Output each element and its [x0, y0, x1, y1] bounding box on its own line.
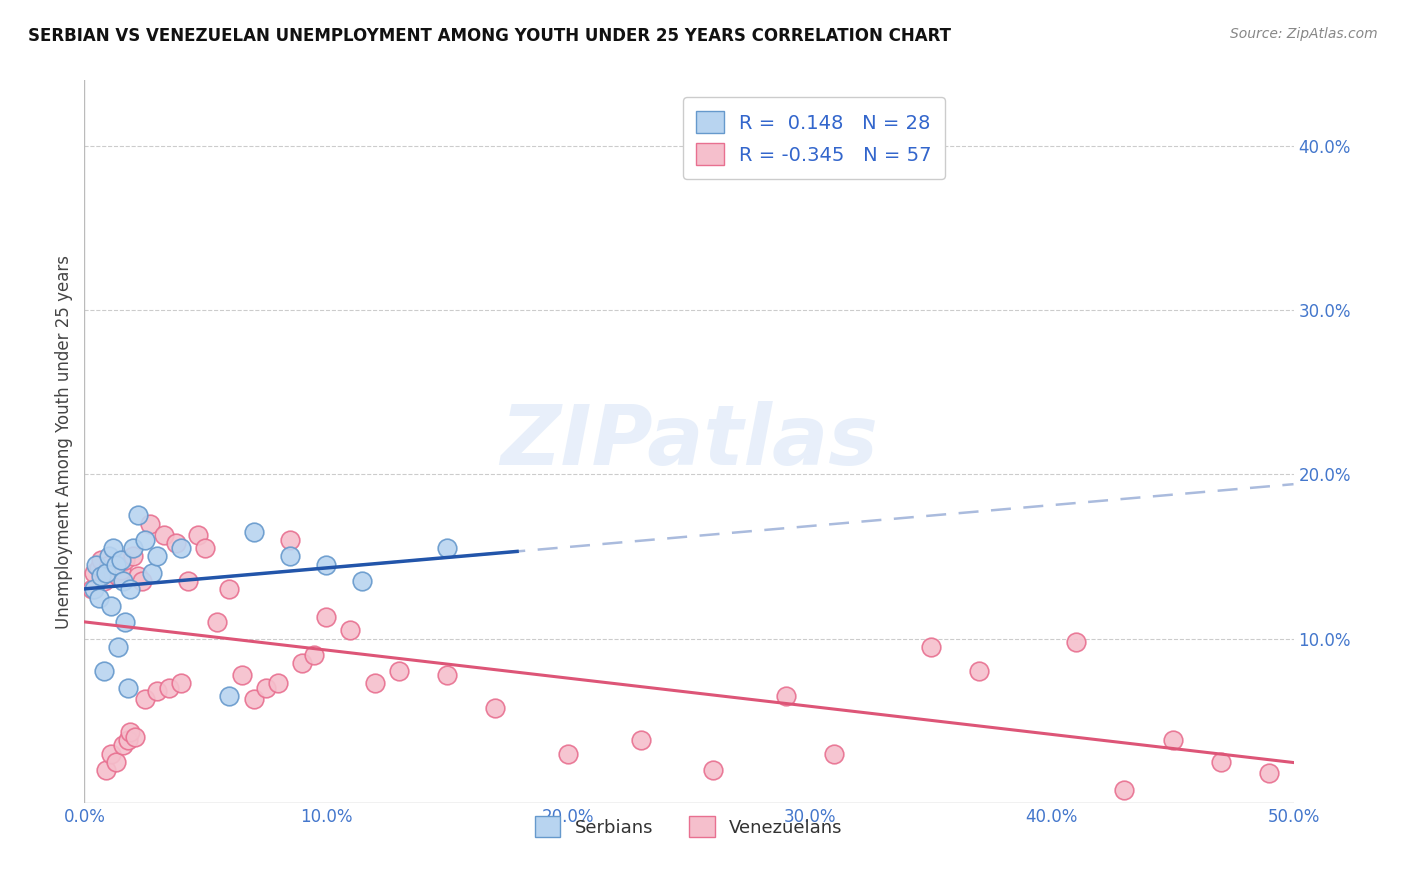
Point	[87, 561, 110, 575]
Point	[436, 667, 458, 681]
Point	[194, 541, 217, 556]
Point	[436, 541, 458, 556]
Point	[104, 755, 127, 769]
Point	[1258, 766, 1281, 780]
Point	[823, 747, 845, 761]
Point	[254, 681, 277, 695]
Point	[557, 747, 579, 761]
Point	[207, 615, 229, 630]
Point	[242, 692, 264, 706]
Point	[100, 747, 122, 761]
Point	[114, 553, 136, 567]
Point	[90, 569, 112, 583]
Point	[138, 516, 160, 531]
Text: Source: ZipAtlas.com: Source: ZipAtlas.com	[1230, 27, 1378, 41]
Point	[97, 549, 120, 564]
Point	[339, 624, 361, 638]
Point	[1161, 733, 1184, 747]
Point	[352, 574, 374, 588]
Point	[93, 665, 115, 679]
Point	[388, 665, 411, 679]
Point	[920, 640, 942, 654]
Point	[110, 563, 132, 577]
Point	[94, 763, 117, 777]
Point	[146, 549, 169, 564]
Point	[967, 665, 990, 679]
Point	[97, 558, 120, 572]
Point	[121, 549, 143, 564]
Point	[302, 648, 325, 662]
Legend: Serbians, Venezuelans: Serbians, Venezuelans	[527, 809, 851, 845]
Point	[1209, 755, 1232, 769]
Point	[218, 689, 240, 703]
Point	[93, 574, 115, 588]
Point	[127, 508, 149, 523]
Point	[134, 692, 156, 706]
Point	[104, 558, 127, 572]
Point	[110, 553, 132, 567]
Point	[87, 591, 110, 605]
Point	[363, 676, 385, 690]
Point	[165, 536, 187, 550]
Point	[775, 689, 797, 703]
Point	[94, 566, 117, 580]
Point	[170, 541, 193, 556]
Point	[107, 569, 129, 583]
Point	[630, 733, 652, 747]
Point	[315, 558, 337, 572]
Point	[103, 541, 125, 556]
Point	[117, 681, 139, 695]
Point	[267, 676, 290, 690]
Text: ZIPatlas: ZIPatlas	[501, 401, 877, 482]
Point	[124, 730, 146, 744]
Point	[112, 739, 135, 753]
Point	[153, 528, 176, 542]
Point	[127, 569, 149, 583]
Point	[100, 599, 122, 613]
Text: SERBIAN VS VENEZUELAN UNEMPLOYMENT AMONG YOUTH UNDER 25 YEARS CORRELATION CHART: SERBIAN VS VENEZUELAN UNEMPLOYMENT AMONG…	[28, 27, 950, 45]
Point	[107, 640, 129, 654]
Point	[242, 524, 264, 539]
Point	[103, 566, 125, 580]
Point	[121, 541, 143, 556]
Point	[278, 533, 301, 547]
Point	[86, 558, 108, 572]
Point	[484, 700, 506, 714]
Point	[278, 549, 301, 564]
Point	[187, 528, 209, 542]
Point	[83, 566, 105, 580]
Point	[83, 582, 105, 597]
Point	[117, 733, 139, 747]
Point	[177, 574, 200, 588]
Point	[90, 553, 112, 567]
Point	[231, 667, 253, 681]
Point	[120, 582, 142, 597]
Point	[1114, 782, 1136, 797]
Point	[134, 533, 156, 547]
Point	[146, 684, 169, 698]
Point	[120, 725, 142, 739]
Point	[291, 657, 314, 671]
Point	[131, 574, 153, 588]
Point	[315, 610, 337, 624]
Point	[114, 615, 136, 630]
Point	[170, 676, 193, 690]
Y-axis label: Unemployment Among Youth under 25 years: Unemployment Among Youth under 25 years	[55, 254, 73, 629]
Point	[157, 681, 180, 695]
Point	[141, 566, 163, 580]
Point	[218, 582, 240, 597]
Point	[1064, 635, 1087, 649]
Point	[702, 763, 724, 777]
Point	[80, 582, 103, 597]
Point	[112, 574, 135, 588]
